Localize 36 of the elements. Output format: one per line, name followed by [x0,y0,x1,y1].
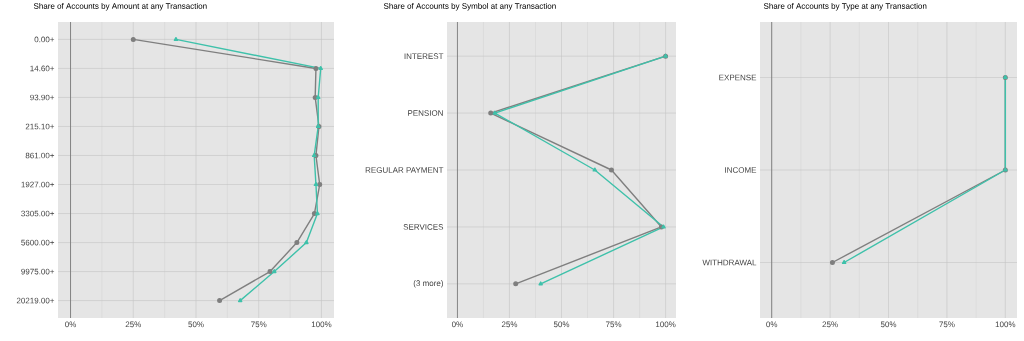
y-tick-label: 9975.00+ [21,268,55,275]
x-tick-label: 75% [939,321,955,328]
x-tick-label: 75% [251,321,267,328]
y-tick-label: (3 more) [413,280,443,288]
chart-title: Share of Accounts by Symbol at any Transaction [383,3,556,11]
y-tick-label: INTEREST [404,53,444,59]
x-tick-label: 100% [311,321,332,328]
y-tick-label: 0.00+ [34,36,55,43]
y-tick-label: 93.90+ [30,94,55,101]
y-tick-label: 215.10+ [25,123,55,130]
y-tick-label: 1927.00+ [21,181,55,188]
y-tick-label: SERVICES [403,224,444,230]
x-tick-label: 75% [605,321,622,328]
x-tick-label: 25% [822,321,838,328]
y-tick-label: 861.00+ [25,152,55,159]
chart-title: Share of Accounts by Type at any Transaction [763,3,927,11]
x-tick-label: 100% [655,321,676,328]
x-tick-label: 50% [188,321,204,328]
chart-title: Share of Accounts by Amount at any Transaction [33,3,207,11]
y-tick-label: 20219.00+ [16,297,55,304]
y-tick-label: 5600.00+ [21,239,55,246]
x-tick-label: 0% [65,321,77,328]
x-tick-label: 25% [125,321,141,328]
x-tick-label: 100% [995,321,1016,328]
x-tick-label: 50% [880,321,897,328]
x-tick-label: 25% [501,321,518,328]
x-tick-label: 50% [553,321,570,328]
y-tick-label: 14.60+ [30,65,55,72]
y-tick-label: INCOME [725,167,757,173]
x-tick-label: 0% [766,321,778,328]
y-tick-label: EXPENSE [719,74,757,81]
y-tick-label: REGULAR PAYMENT [365,167,444,173]
y-tick-label: PENSION [408,110,443,116]
y-tick-label: WITHDRAWAL [702,259,757,266]
y-tick-label: 3305.00+ [21,210,55,217]
x-tick-label: 0% [451,321,463,328]
